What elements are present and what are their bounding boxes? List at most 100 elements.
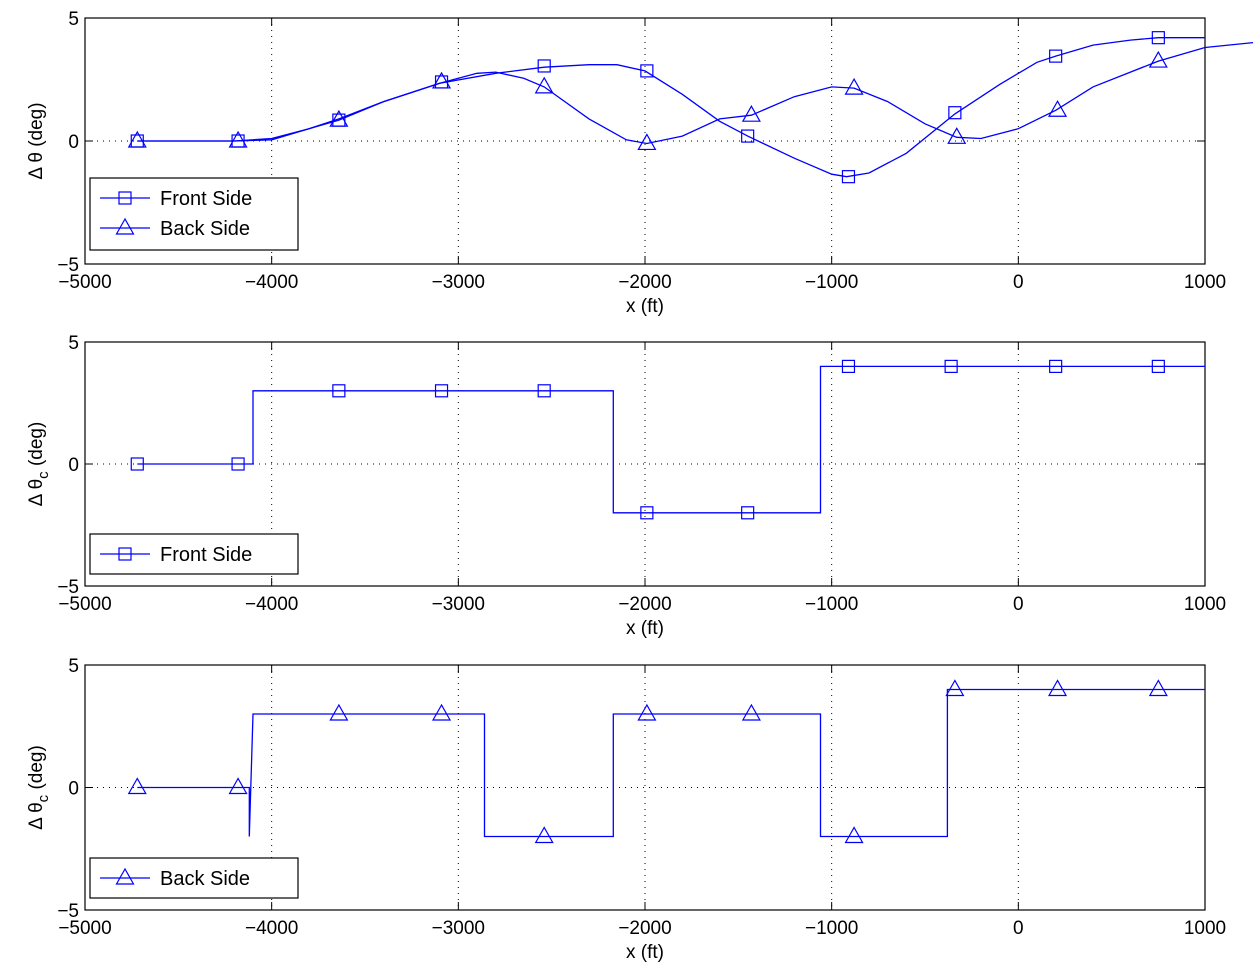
x-tick-label: 0 xyxy=(1013,594,1024,615)
x-tick-label: −5000 xyxy=(58,272,111,293)
x-tick-label: −2000 xyxy=(618,918,671,939)
x-tick-label: 1000 xyxy=(1184,272,1226,293)
x-tick-label: 0 xyxy=(1013,272,1024,293)
series-back-side xyxy=(127,679,1205,844)
y-tick-label: −5 xyxy=(57,901,79,922)
triangle-marker xyxy=(127,130,147,148)
square-marker xyxy=(741,506,755,520)
square-marker xyxy=(1049,359,1063,373)
square-marker xyxy=(1049,49,1063,63)
series-line xyxy=(137,688,1205,838)
y-tick-label: 0 xyxy=(68,779,79,800)
y-tick-label: 5 xyxy=(68,9,79,30)
y-tick-label: 0 xyxy=(68,132,79,153)
triangle-marker xyxy=(947,127,967,144)
y-tick-label: −5 xyxy=(57,255,79,276)
triangle-marker xyxy=(228,777,248,795)
triangle-marker xyxy=(741,104,761,122)
legend: Front Side Back Side xyxy=(89,177,299,251)
panel-1: −5000 −4000 −3000 −2000 −1000 0 1000 −5 0 5 x (ft)… xyxy=(26,9,1254,317)
x-tick-label: −4000 xyxy=(245,594,298,615)
x-tick-label: −1000 xyxy=(805,272,858,293)
triangle-marker xyxy=(329,109,349,127)
y-tick-label: 0 xyxy=(68,455,79,476)
x-tick-label: −2000 xyxy=(618,594,671,615)
x-tick-label: −5000 xyxy=(58,918,111,939)
triangle-marker xyxy=(534,76,554,94)
triangle-marker xyxy=(637,133,657,151)
x-tick-label: −3000 xyxy=(432,918,485,939)
triangle-marker xyxy=(432,71,452,89)
triangle-marker xyxy=(127,777,147,795)
x-tick-label: −4000 xyxy=(245,272,298,293)
legend: Front Side xyxy=(89,533,299,575)
x-tick-label: −1000 xyxy=(805,594,858,615)
triangle-marker xyxy=(945,679,965,697)
square-marker xyxy=(640,506,654,520)
square-marker xyxy=(640,64,654,78)
triangle-marker xyxy=(844,77,864,95)
legend: Back Side xyxy=(89,857,299,899)
series-line xyxy=(137,365,1205,514)
x-tick-label: −3000 xyxy=(432,272,485,293)
x-tick-label: −4000 xyxy=(245,918,298,939)
triangle-marker xyxy=(844,826,864,844)
legend-label: Front Side xyxy=(160,188,252,210)
triangle-marker xyxy=(534,826,554,844)
x-tick-label: −3000 xyxy=(432,594,485,615)
legend-label: Back Side xyxy=(160,868,250,890)
y-axis-label: Δ θc (deg) xyxy=(26,422,52,507)
x-tick-label: −1000 xyxy=(805,918,858,939)
x-tick-label: −5000 xyxy=(58,594,111,615)
legend-square-marker xyxy=(118,547,132,561)
triangle-marker xyxy=(432,703,452,721)
triangle-marker xyxy=(1148,679,1168,697)
x-tick-label: −2000 xyxy=(618,272,671,293)
square-marker xyxy=(1151,359,1165,373)
square-marker xyxy=(231,457,245,471)
x-tick-label: 1000 xyxy=(1184,918,1226,939)
y-tick-label: −5 xyxy=(57,577,79,598)
panel-2: −5000 −4000 −3000 −2000 −1000 0 1000 −5 0 5 x (ft)… xyxy=(26,333,1226,639)
x-tick-label: 1000 xyxy=(1184,594,1226,615)
square-marker xyxy=(434,384,449,398)
y-axis-label: Δ θ (deg) xyxy=(26,102,47,179)
square-marker xyxy=(1151,31,1165,45)
square-marker xyxy=(944,359,958,373)
triangle-marker xyxy=(228,130,248,148)
square-marker xyxy=(841,359,856,373)
x-axis-label: x (ft) xyxy=(626,618,664,639)
legend-triangle-marker xyxy=(115,217,135,235)
square-marker xyxy=(130,457,144,471)
triangle-marker xyxy=(741,703,761,721)
square-marker xyxy=(332,384,346,398)
series-front-side xyxy=(130,31,1205,184)
legend-label: Back Side xyxy=(160,218,250,240)
series-back-side xyxy=(127,41,1254,151)
triangle-marker xyxy=(1148,50,1168,68)
series-line xyxy=(137,41,1254,145)
legend-label: Front Side xyxy=(160,544,252,566)
series-line xyxy=(137,37,1205,178)
series-front-side xyxy=(130,359,1205,520)
x-axis-label: x (ft) xyxy=(626,942,664,963)
square-marker xyxy=(537,384,551,398)
triangle-marker xyxy=(1048,679,1068,697)
triangle-marker xyxy=(637,703,657,721)
panel-3: −5000 −4000 −3000 −2000 −1000 0 1000 −5 0 5 x (ft)… xyxy=(26,656,1226,963)
legend-square-marker xyxy=(118,191,132,205)
y-tick-label: 5 xyxy=(68,656,79,677)
x-axis-label: x (ft) xyxy=(626,296,664,317)
square-marker xyxy=(741,129,755,143)
x-tick-label: 0 xyxy=(1013,918,1024,939)
y-axis-label: Δ θc (deg) xyxy=(26,745,52,830)
triangle-marker xyxy=(1048,100,1068,117)
square-marker xyxy=(948,106,962,120)
y-tick-label: 5 xyxy=(68,333,79,354)
legend-triangle-marker xyxy=(115,867,135,885)
square-marker xyxy=(841,170,856,184)
square-marker xyxy=(537,59,551,73)
legend-box xyxy=(89,177,299,251)
triangle-marker xyxy=(329,703,349,721)
